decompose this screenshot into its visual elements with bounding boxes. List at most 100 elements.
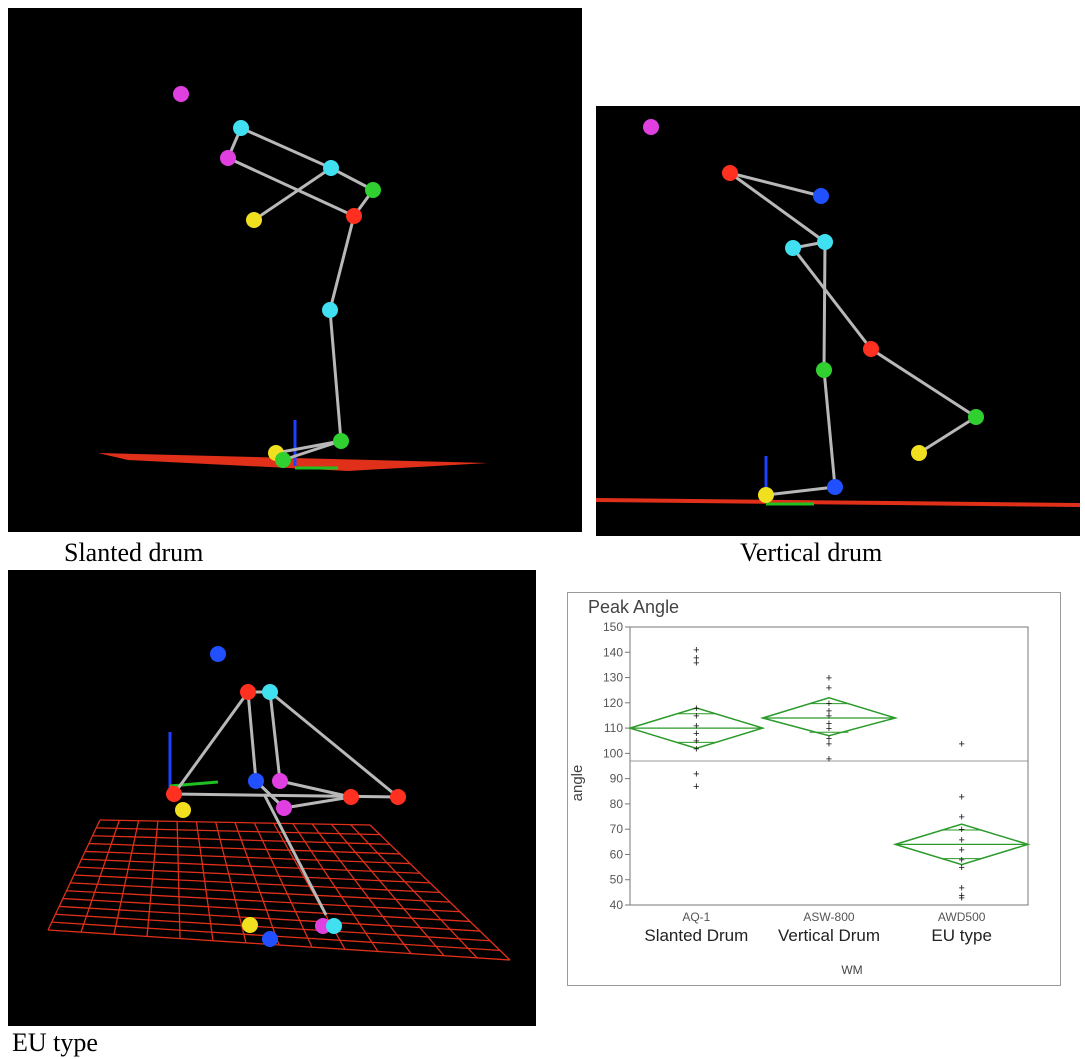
x-tick-label: AQ-1 [682,910,710,924]
eu-type-skeleton [47,646,511,961]
data-point: + [826,698,832,710]
marker [813,188,829,204]
y-tick-label: 130 [603,671,623,685]
data-point: + [693,728,699,740]
data-point: + [958,862,964,874]
x-category-label: Vertical Drum [778,926,880,945]
y-tick-label: 140 [603,645,623,659]
marker [240,684,256,700]
marker [365,182,381,198]
x-category-label: Slanted Drum [644,926,748,945]
data-point: + [693,781,699,793]
data-point: + [958,791,964,803]
marker [968,409,984,425]
data-point: + [826,738,832,750]
marker [248,773,264,789]
x-tick-label: ASW-800 [803,910,854,924]
data-point: + [958,882,964,894]
marker [246,212,262,228]
data-point: + [826,733,832,745]
data-point: + [958,855,964,867]
figure-vertical-drum [596,106,1080,536]
bones [729,171,977,497]
data-point: + [958,892,964,904]
y-tick-label: 70 [610,822,624,836]
vertical-drum-skeleton [596,119,1080,507]
data-point: + [826,718,832,730]
floor-plane [596,498,1080,507]
data-point: + [958,834,964,846]
bones [226,126,375,462]
marker [343,789,359,805]
data-point: + [693,652,699,664]
data-point: + [693,710,699,722]
data-point: + [826,710,832,722]
peak-angle-chart: Peak Angle angle WM 40 50 60 70 80 90 100 110 12… [567,592,1061,986]
marker [346,208,362,224]
marker [326,918,342,934]
data-point: + [693,657,699,669]
y-tick-label: 40 [610,898,624,912]
marker [390,789,406,805]
marker [911,445,927,461]
marker [758,487,774,503]
marker [262,684,278,700]
data-point: + [693,769,699,781]
caption-eu-type: EU type [12,1028,98,1057]
marker [166,786,182,802]
y-tick-label: 60 [610,847,624,861]
data-point: + [826,753,832,765]
y-tick-label: 110 [604,721,623,735]
data-point: + [693,743,699,755]
y-tick-label: 150 [603,620,623,634]
y-tick-label: 100 [603,746,623,760]
data-point: + [693,721,699,733]
marker [722,165,738,181]
marker [816,362,832,378]
markers [643,119,984,503]
marker [276,800,292,816]
data-point: + [826,705,832,717]
y-tick-label: 120 [603,696,623,710]
x-category-label: EU type [931,926,991,945]
marker [863,341,879,357]
data-point: + [693,736,699,748]
data-point: + [826,683,832,695]
marker [242,917,258,933]
marker [785,240,801,256]
caption-slanted-drum: Slanted drum [64,538,204,567]
chart-title: Peak Angle [588,597,679,617]
marker [233,120,249,136]
means-diamond [759,696,899,737]
figure-eu-type [8,570,536,1026]
data-point: + [826,673,832,685]
marker [323,160,339,176]
data-point: + [826,723,832,735]
x-axis-label: WM [841,963,862,977]
y-axis-label: angle [569,765,586,802]
y-tick-label: 80 [610,797,624,811]
figure-slanted-drum [8,8,582,532]
markers [166,646,406,947]
marker-head [210,646,226,662]
y-tick-label: 50 [610,873,624,887]
caption-vertical-drum: Vertical drum [740,538,883,567]
marker-head [643,119,659,135]
data-point: + [958,824,964,836]
slanted-drum-skeleton [98,86,488,471]
data-point: + [958,890,964,902]
markers [173,86,381,468]
plot-frame [629,626,1029,906]
marker [333,433,349,449]
marker [175,802,191,818]
marker [272,773,288,789]
marker [220,150,236,166]
axis-y [169,780,219,788]
marker [315,918,331,934]
data-point: + [958,812,964,824]
peak-angle-plot: Peak Angle angle WM 40 50 60 70 80 90 100 110 12… [569,597,1031,977]
data-point: + [693,703,699,715]
marker-head [173,86,189,102]
y-tick-label: 90 [610,772,624,786]
marker [262,931,278,947]
